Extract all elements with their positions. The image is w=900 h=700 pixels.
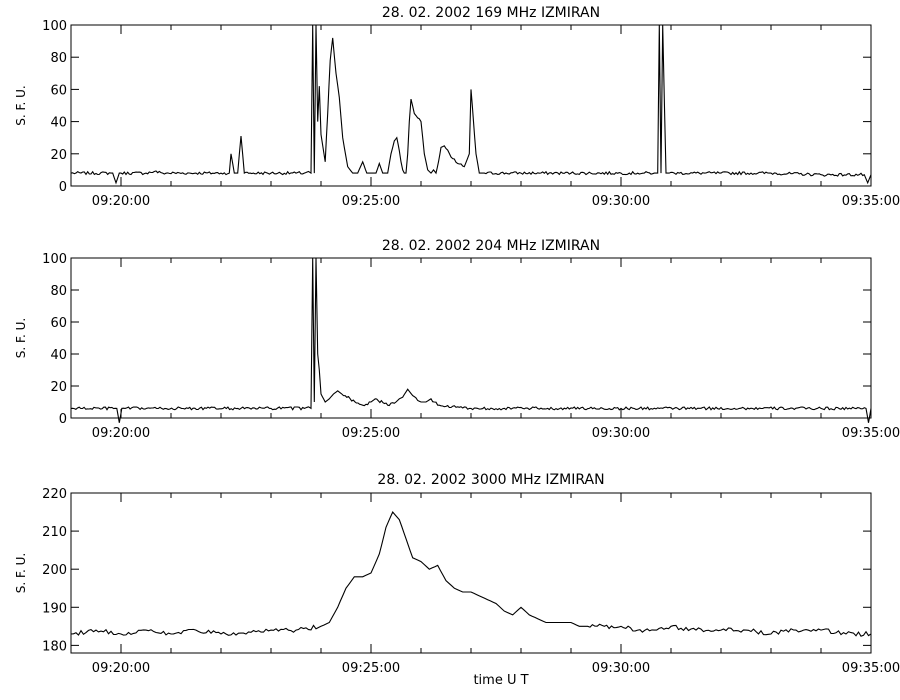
series-line bbox=[70, 510, 872, 637]
y-tick-label: 60 bbox=[50, 83, 67, 98]
x-tick-label: 09:30:00 bbox=[592, 661, 650, 676]
x-tick-label: 09:20:00 bbox=[92, 426, 150, 441]
x-tick-label: 09:20:00 bbox=[92, 661, 150, 676]
panel-3000mhz: 28. 02. 2002 3000 MHz IZMIRAN S. F. U. 180… bbox=[14, 472, 900, 688]
x-tick-label: 09:30:00 bbox=[592, 194, 650, 209]
x-tick-label: 09:30:00 bbox=[592, 426, 650, 441]
chart-title: 28. 02. 2002 204 MHz IZMIRAN bbox=[382, 238, 600, 254]
y-axis-label: S. F. U. bbox=[14, 85, 28, 125]
x-tick-label: 09:35:00 bbox=[842, 661, 900, 676]
y-tick-label: 80 bbox=[50, 51, 67, 66]
x-tick-label: 09:25:00 bbox=[342, 194, 400, 209]
y-tick-label: 20 bbox=[50, 380, 67, 395]
y-tick-label: 60 bbox=[50, 316, 67, 331]
x-tick-label: 09:25:00 bbox=[342, 661, 400, 676]
y-tick-label: 200 bbox=[42, 563, 67, 578]
x-tick-label: 09:25:00 bbox=[342, 426, 400, 441]
chart-title: 28. 02. 2002 169 MHz IZMIRAN bbox=[382, 5, 600, 21]
y-tick-label: 180 bbox=[42, 639, 67, 654]
y-tick-label: 40 bbox=[50, 116, 67, 131]
y-tick-label: 20 bbox=[50, 148, 67, 163]
x-tick-label: 09:20:00 bbox=[92, 194, 150, 209]
y-tick-label: 40 bbox=[50, 348, 67, 363]
chart-title: 28. 02. 2002 3000 MHz IZMIRAN bbox=[377, 472, 604, 488]
panel-169mhz: 28. 02. 2002 169 MHz IZMIRAN S. F. U. 0 20 4… bbox=[14, 5, 900, 209]
axes-frame bbox=[70, 257, 872, 419]
y-tick-label: 220 bbox=[42, 487, 67, 502]
series-line bbox=[70, 24, 872, 185]
y-tick-label: 0 bbox=[59, 412, 67, 427]
y-tick-label: 210 bbox=[42, 525, 67, 540]
y-axis-label: S. F. U. bbox=[14, 318, 28, 358]
y-axis-label: S. F. U. bbox=[14, 553, 28, 593]
y-tick-label: 190 bbox=[42, 601, 67, 616]
y-tick-label: 100 bbox=[42, 19, 67, 34]
panel-204mhz: 28. 02. 2002 204 MHz IZMIRAN S. F. U. 0 20 4… bbox=[14, 238, 900, 441]
x-axis-label: time U T bbox=[473, 673, 528, 688]
series-line bbox=[70, 257, 872, 423]
x-tick-label: 09:35:00 bbox=[842, 194, 900, 209]
y-tick-label: 100 bbox=[42, 252, 67, 267]
x-tick-label: 09:35:00 bbox=[842, 426, 900, 441]
y-tick-label: 0 bbox=[59, 180, 67, 195]
y-tick-label: 80 bbox=[50, 284, 67, 299]
